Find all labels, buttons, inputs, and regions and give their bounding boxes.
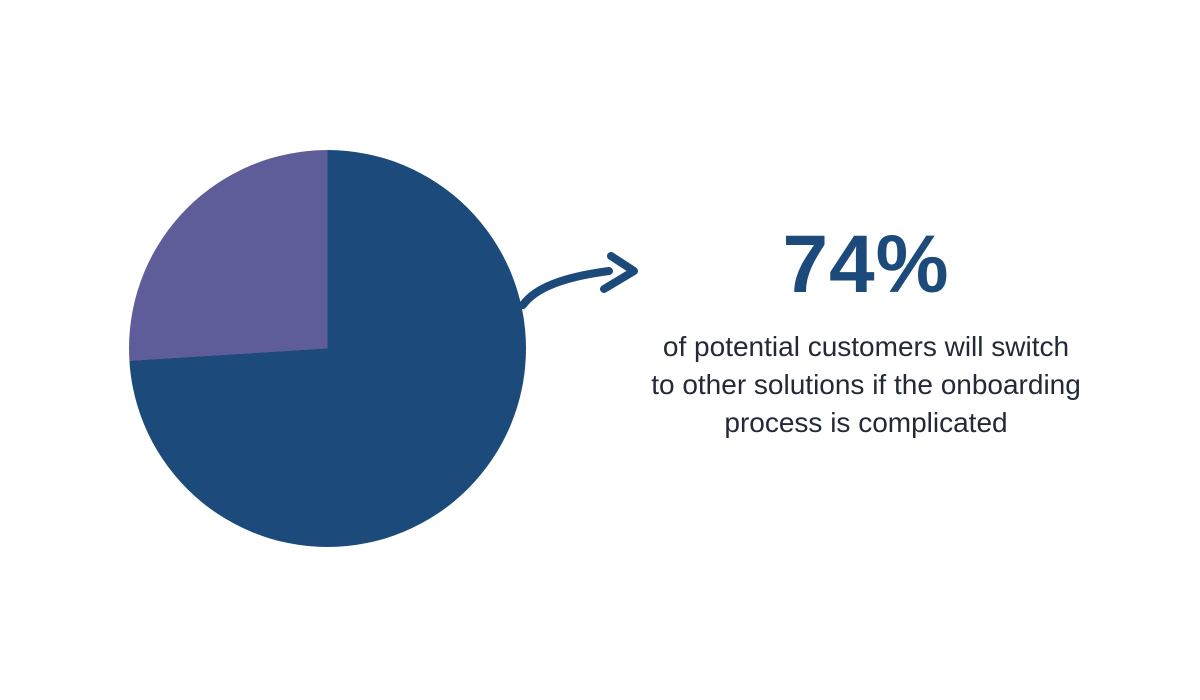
stat-block: 74% of potential customers will switch t… <box>651 224 1081 442</box>
arrow-curve <box>519 267 613 309</box>
stat-description: of potential customers will switch to ot… <box>651 331 1081 438</box>
pie-chart <box>129 150 526 547</box>
arrow-chevron <box>600 252 638 293</box>
stat-value: 74% <box>782 219 950 310</box>
